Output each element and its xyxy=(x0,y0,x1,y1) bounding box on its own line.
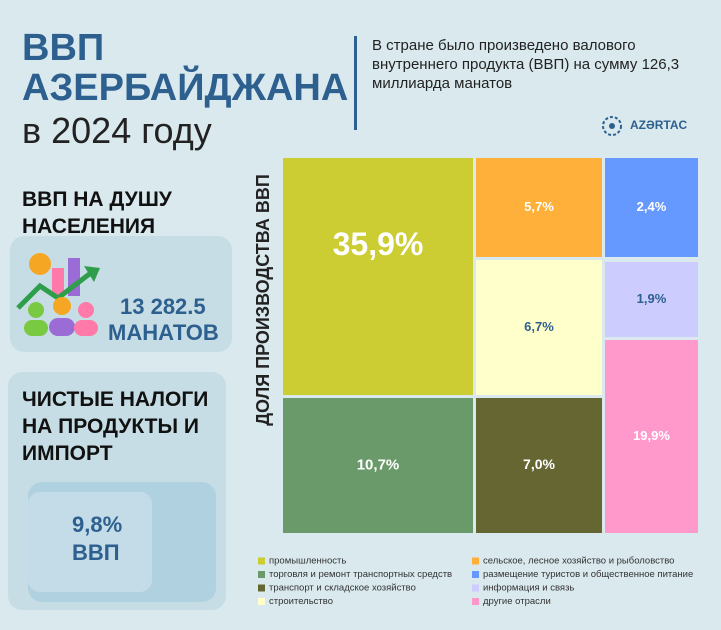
divider xyxy=(354,36,357,130)
panel xyxy=(28,492,152,592)
panel xyxy=(10,236,232,352)
legend-label: строительство xyxy=(269,596,333,607)
treemap-cell xyxy=(283,158,473,395)
legend-label: транспорт и складское хозяйство xyxy=(269,583,416,594)
title: АЗЕРБАЙДЖАНА xyxy=(22,67,349,109)
legend-label: сельское, лесное хозяйство и рыболовство xyxy=(483,556,674,567)
legend-label: торговля и ремонт транспортных средств xyxy=(269,569,452,580)
section-title: ЧИСТЫЕ НАЛОГИ НА ПРОДУКТЫ И ИМПОРТ xyxy=(22,388,209,465)
legend-label: другие отрасли xyxy=(483,596,551,607)
subtitle: в 2024 году xyxy=(22,110,212,151)
section-title: ВВП НА ДУШУ НАСЕЛЕНИЯ xyxy=(22,188,172,238)
treemap-cell xyxy=(476,398,602,533)
legend-label: промышленность xyxy=(269,556,346,567)
legend-swatch xyxy=(472,571,479,578)
treemap-cell xyxy=(605,158,698,257)
data-label: 10,7% xyxy=(357,456,400,473)
icon xyxy=(16,253,100,336)
unit: ВВП xyxy=(72,540,120,565)
data-label: 5,7% xyxy=(524,199,554,214)
value: 9,8% xyxy=(72,512,123,537)
legend-swatch xyxy=(472,598,479,605)
description: В стране было произведено валового внутр… xyxy=(372,37,680,92)
legend-swatch xyxy=(258,571,265,578)
data-label: 6,7% xyxy=(524,319,554,334)
axis-label: ДОЛЯ ПРОИЗВОДСТВА ВВП xyxy=(253,174,273,426)
legend-label: информация и связь xyxy=(483,583,574,594)
legend-swatch xyxy=(472,557,479,565)
legend-swatch xyxy=(258,598,265,605)
data-label: 19,9% xyxy=(633,428,670,443)
treemap-cell xyxy=(476,260,602,395)
treemap-cell xyxy=(476,158,602,257)
data-label: 2,4% xyxy=(637,199,667,214)
treemap-cell xyxy=(283,398,473,533)
legend-swatch xyxy=(472,584,479,592)
legend-swatch xyxy=(258,584,265,592)
unit: МАНАТОВ xyxy=(108,320,219,345)
value: 13 282.5 xyxy=(120,294,206,319)
legend-label: размещение туристов и общественное питан… xyxy=(483,569,693,580)
legend-swatch xyxy=(258,557,265,565)
data-label: 7,0% xyxy=(523,456,555,472)
logo: AZƏRTAC xyxy=(630,118,688,132)
logo-icon xyxy=(602,116,622,136)
data-label: 35,9% xyxy=(333,226,424,262)
treemap-cell xyxy=(605,262,698,337)
title: ВВП xyxy=(22,27,105,69)
data-label: 1,9% xyxy=(637,291,667,306)
treemap-cell xyxy=(605,340,698,533)
